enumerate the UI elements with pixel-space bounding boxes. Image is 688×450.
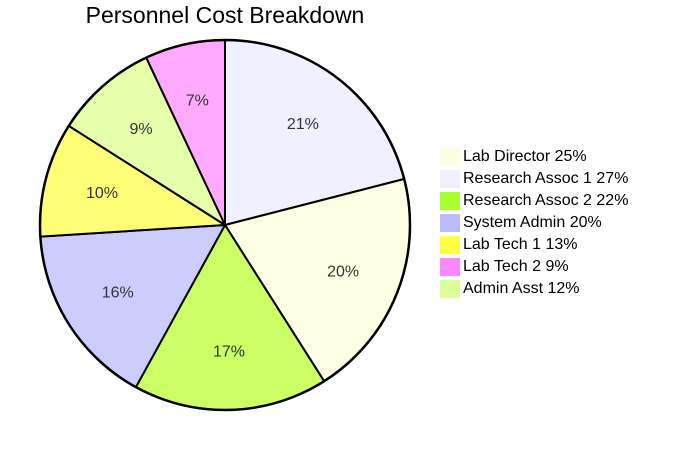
slice-label: 10% <box>86 185 118 202</box>
legend: Lab Director 25% Research Assoc 1 27% Rese… <box>440 146 628 300</box>
legend-label: System Admin 20% <box>463 214 602 231</box>
legend-label: Lab Tech 1 13% <box>463 236 578 253</box>
legend-item: Research Assoc 2 22% <box>440 190 628 212</box>
slice-label: 9% <box>129 121 152 138</box>
legend-label: Admin Asst 12% <box>463 280 580 297</box>
slice-label: 21% <box>287 116 319 133</box>
slice-label: 16% <box>102 285 134 302</box>
legend-swatch <box>440 148 460 166</box>
chart-title: Personnel Cost Breakdown <box>85 2 365 28</box>
slice-label: 7% <box>186 93 209 110</box>
legend-swatch <box>440 192 460 210</box>
legend-label: Lab Tech 2 9% <box>463 258 569 275</box>
legend-item: Admin Asst 12% <box>440 278 628 300</box>
legend-swatch <box>440 170 460 188</box>
legend-label: Lab Director 25% <box>463 148 587 165</box>
slice-label: 20% <box>327 263 359 280</box>
legend-swatch <box>440 236 460 254</box>
legend-item: Research Assoc 1 27% <box>440 168 628 190</box>
legend-item: Lab Tech 1 13% <box>440 234 628 256</box>
legend-item: System Admin 20% <box>440 212 628 234</box>
legend-label: Research Assoc 1 27% <box>463 170 629 187</box>
pie-outline <box>38 38 412 412</box>
legend-swatch <box>440 258 460 276</box>
legend-item: Lab Tech 2 9% <box>440 256 628 278</box>
legend-swatch <box>440 214 460 232</box>
legend-label: Research Assoc 2 22% <box>463 192 629 209</box>
legend-swatch <box>440 280 460 298</box>
legend-item: Lab Director 25% <box>440 146 628 168</box>
slice-label: 17% <box>213 343 245 360</box>
